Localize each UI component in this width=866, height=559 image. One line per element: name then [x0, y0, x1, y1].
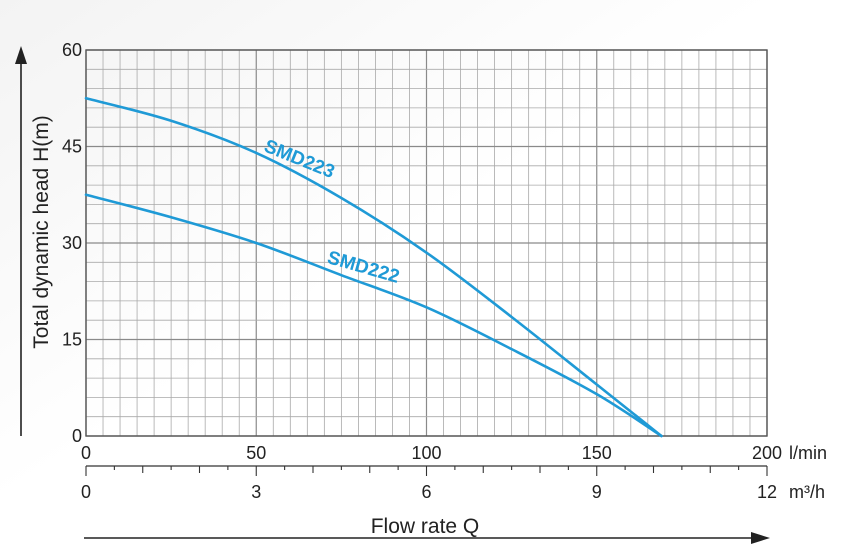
x-axis-secondary: 0 3 6 9 12: [81, 465, 777, 502]
plot-frame: [85, 49, 768, 437]
y-axis-arrow: [15, 46, 27, 436]
x-tick-label: 100: [411, 443, 441, 463]
x-axis-arrow: [84, 532, 770, 544]
x-axis-unit-primary: l/min: [789, 443, 827, 463]
x-tick-label: 0: [81, 443, 91, 463]
x-tick-label: 150: [582, 443, 612, 463]
x-tick-label: 200: [752, 443, 782, 463]
secondary-x-tick-label: 0: [81, 482, 91, 502]
y-tick-label: 30: [62, 233, 82, 253]
x-axis-primary: 0 50 100 150 200: [81, 443, 782, 463]
y-axis: 0 15 30 45 60: [62, 40, 82, 446]
y-axis-title: Total dynamic head H(m): [30, 115, 53, 348]
y-tick-label: 45: [62, 137, 82, 157]
secondary-x-tick-label: 9: [592, 482, 602, 502]
secondary-x-tick-label: 12: [757, 482, 777, 502]
y-tick-label: 0: [72, 426, 82, 446]
x-tick-label: 50: [246, 443, 266, 463]
series-line-smd222: [84, 193, 663, 438]
x-axis-unit-secondary: m³/h: [789, 482, 825, 502]
y-tick-label: 60: [62, 40, 82, 60]
series-line-smd223: [84, 96, 663, 438]
series-lines: [84, 96, 663, 438]
secondary-x-tick-label: 3: [251, 482, 261, 502]
plot-border: [85, 49, 768, 437]
y-tick-label: 15: [62, 330, 82, 350]
secondary-x-tick-label: 6: [421, 482, 431, 502]
x-axis-title: Flow rate Q: [371, 515, 480, 538]
grid: [85, 49, 768, 437]
